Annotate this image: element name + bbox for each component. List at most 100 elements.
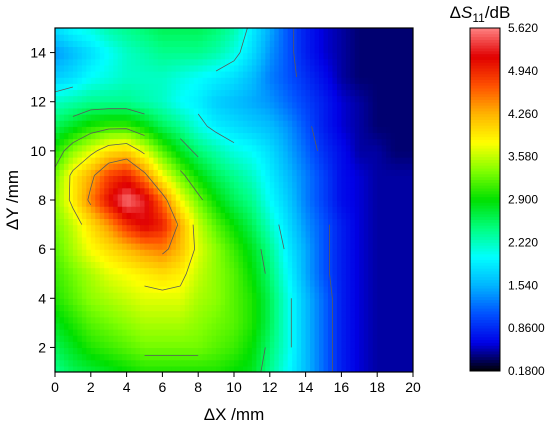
heatmap-cell	[345, 193, 351, 201]
heatmap-cell	[117, 286, 123, 293]
heatmap-cell	[350, 64, 356, 72]
heatmap-cell	[368, 138, 374, 146]
heatmap-cell	[323, 40, 329, 48]
heatmap-cell	[144, 150, 150, 158]
heatmap-cell	[216, 267, 222, 275]
heatmap-cell	[372, 341, 378, 349]
heatmap-cell	[251, 157, 257, 164]
heatmap-cell	[404, 322, 410, 330]
heatmap-cell	[104, 365, 110, 372]
heatmap-cell	[296, 310, 302, 318]
colorbar-segment	[470, 259, 500, 263]
heatmap-cell	[381, 71, 387, 78]
heatmap-cell	[140, 132, 146, 140]
heatmap-cell	[162, 28, 168, 35]
heatmap-cell	[278, 120, 284, 127]
heatmap-cell	[265, 322, 271, 330]
heatmap-cell	[77, 52, 83, 60]
heatmap-cell	[225, 310, 231, 318]
heatmap-cell	[189, 89, 195, 97]
heatmap-cell	[140, 267, 146, 275]
heatmap-cell	[198, 83, 204, 91]
heatmap-cell	[287, 286, 293, 293]
heatmap-cell	[305, 138, 311, 146]
heatmap-cell	[95, 144, 101, 152]
heatmap-cell	[193, 120, 199, 127]
heatmap-cell	[207, 304, 213, 312]
heatmap-cell	[265, 150, 271, 158]
heatmap-cell	[193, 126, 199, 134]
heatmap-cell	[234, 89, 240, 97]
heatmap-cell	[323, 175, 329, 183]
heatmap-cell	[336, 64, 343, 72]
heatmap-cell	[404, 200, 410, 207]
heatmap-cell	[148, 329, 155, 336]
heatmap-cell	[68, 114, 74, 121]
heatmap-cell	[377, 329, 383, 336]
heatmap-cell	[104, 150, 110, 158]
heatmap-cell	[265, 286, 271, 293]
heatmap-cell	[171, 218, 177, 226]
heatmap-cell	[131, 107, 137, 115]
heatmap-cell	[162, 40, 168, 48]
colorbar-segment	[470, 162, 500, 166]
heatmap-cell	[296, 359, 302, 367]
colorbar-segment	[470, 270, 500, 275]
heatmap-cell	[260, 359, 266, 367]
heatmap-cell	[359, 286, 365, 293]
heatmap-cell	[108, 187, 114, 195]
heatmap-cell	[274, 83, 280, 91]
heatmap-cell	[278, 206, 284, 213]
heatmap-cell	[216, 40, 222, 48]
heatmap-cell	[59, 163, 65, 170]
heatmap-cell	[260, 249, 266, 256]
heatmap-cell	[242, 46, 249, 54]
heatmap-cell	[180, 157, 186, 164]
heatmap-cell	[399, 243, 405, 250]
heatmap-cell	[305, 52, 311, 60]
heatmap-cell	[287, 212, 293, 220]
heatmap-cell	[278, 322, 284, 330]
heatmap-cell	[399, 212, 405, 220]
heatmap-cell	[55, 46, 61, 54]
heatmap-cell	[86, 261, 92, 269]
heatmap-cell	[122, 279, 128, 287]
heatmap-cell	[247, 353, 253, 361]
heatmap-cell	[287, 322, 293, 330]
heatmap-cell	[381, 249, 387, 256]
heatmap-cell	[104, 83, 110, 91]
heatmap-cell	[323, 187, 329, 195]
heatmap-cell	[368, 298, 374, 306]
heatmap-cell	[301, 187, 307, 195]
heatmap-cell	[86, 359, 92, 367]
heatmap-cell	[310, 255, 316, 263]
heatmap-cell	[77, 365, 83, 372]
heatmap-cell	[310, 243, 316, 250]
heatmap-cell	[336, 187, 343, 195]
heatmap-cell	[363, 329, 369, 336]
heatmap-cell	[323, 279, 329, 287]
heatmap-cell	[269, 71, 275, 78]
heatmap-cell	[157, 71, 163, 78]
heatmap-cell	[234, 181, 240, 189]
heatmap-cell	[238, 322, 244, 330]
heatmap-cell	[283, 304, 289, 312]
heatmap-cell	[55, 52, 61, 60]
heatmap-cell	[256, 120, 262, 127]
heatmap-cell	[247, 175, 253, 183]
heatmap-cell	[144, 77, 150, 84]
heatmap-cell	[140, 261, 146, 269]
heatmap-cell	[157, 64, 163, 72]
heatmap-cell	[381, 28, 387, 35]
heatmap-cell	[90, 28, 96, 35]
heatmap-cell	[319, 218, 325, 226]
heatmap-cell	[135, 77, 141, 84]
heatmap-cell	[377, 273, 383, 281]
heatmap-cell	[234, 200, 240, 207]
heatmap-cell	[386, 261, 392, 269]
heatmap-cell	[234, 304, 240, 312]
heatmap-cell	[283, 341, 289, 349]
heatmap-cell	[256, 218, 262, 226]
heatmap-cell	[332, 34, 338, 41]
heatmap-cell	[126, 175, 132, 183]
